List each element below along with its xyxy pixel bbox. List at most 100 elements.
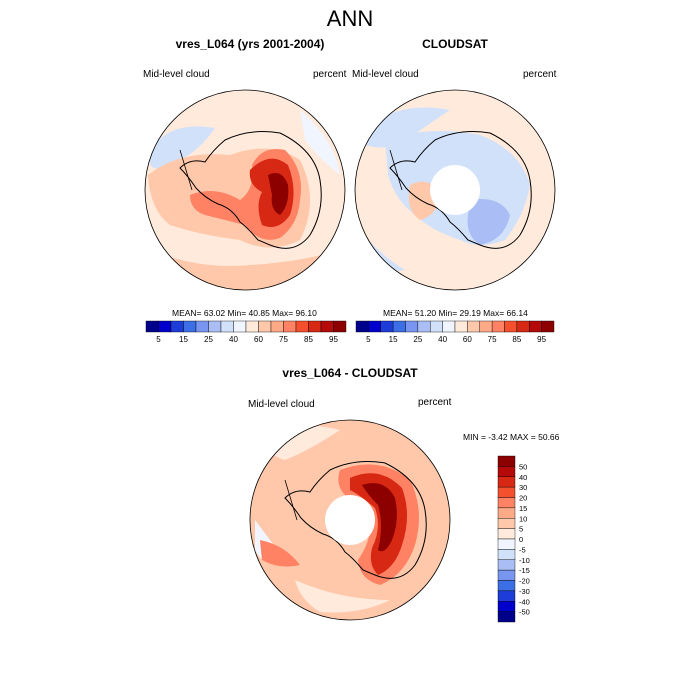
colorbar-swatch — [245, 320, 259, 333]
map1-low-cloud-region — [150, 126, 215, 169]
colorbar-tick-label: 40 — [229, 335, 238, 344]
panel3-stats: MIN = -3.42 MAX = 50.66 — [463, 432, 560, 442]
colorbar-swatch — [497, 528, 516, 540]
colorbar-swatch — [417, 320, 431, 333]
map2 — [354, 89, 556, 291]
colorbar-swatch — [541, 320, 555, 333]
colorbar-swatch — [497, 507, 516, 519]
map1-low-cloud-region — [300, 110, 340, 175]
map2-polar-data-gap — [430, 165, 480, 215]
colorbar-swatch — [405, 320, 419, 333]
colorbar-tick-label: 60 — [254, 335, 263, 344]
colorbar-tick-label: 75 — [488, 335, 497, 344]
colorbar-panel1: 5 15 25 40 60 75 85 95 — [145, 320, 347, 344]
colorbar-tick-label: 85 — [304, 335, 313, 344]
colorbar-tick-label: 5 — [156, 335, 161, 344]
map3-peak-difference-region — [362, 483, 397, 552]
colorbar-swatch — [220, 320, 234, 333]
colorbar-swatch — [442, 320, 456, 333]
colorbar-swatch — [497, 569, 516, 581]
colorbar-swatch — [497, 486, 516, 498]
colorbar-swatch — [497, 590, 516, 602]
colorbar-tick-label: 60 — [463, 335, 472, 344]
colorbar-tick-label: -40 — [519, 597, 530, 606]
map1-peak-cloud-region — [268, 172, 289, 215]
colorbar-tick-label: -10 — [519, 556, 530, 565]
colorbar-tick-label: 25 — [413, 335, 422, 344]
colorbar-swatch — [380, 320, 394, 333]
colorbar-swatch — [183, 320, 197, 333]
map3-boundary — [249, 419, 451, 621]
colorbar-swatch — [454, 320, 468, 333]
colorbar-tick-label: 0 — [519, 535, 523, 544]
colorbar-swatch — [516, 320, 530, 333]
colorbar-tick-label: 30 — [519, 483, 527, 492]
colorbar-tick-label: 85 — [512, 335, 521, 344]
map2-lower-cloud-region — [467, 199, 510, 245]
colorbar-tick-label: 15 — [519, 504, 527, 513]
colorbar-swatch — [479, 320, 493, 333]
panel1-title: vres_L064 (yrs 2001-2004) — [175, 37, 325, 51]
map1-peninsula-outline — [179, 149, 193, 191]
colorbar-swatch — [320, 320, 334, 333]
panel2-variable-label: Mid-level cloud — [352, 69, 419, 80]
colorbar-tick-label: 50 — [519, 462, 527, 471]
colorbar-swatch — [467, 320, 480, 333]
colorbar-swatch — [497, 559, 516, 571]
map3-small-difference-region — [295, 580, 390, 613]
panel2-stats: MEAN= 51.20 Min= 29.19 Max= 66.14 — [383, 308, 528, 318]
colorbar-swatch — [497, 466, 516, 477]
colorbar-swatch — [295, 320, 309, 333]
colorbar-swatch — [497, 580, 516, 592]
colorbar-tick-label: -50 — [519, 608, 530, 617]
colorbar-swatch — [258, 320, 272, 333]
colorbar-swatch — [283, 320, 297, 333]
colorbar-tick-label: 95 — [329, 335, 338, 344]
colorbar-tick-label: -15 — [519, 566, 530, 575]
colorbar-swatch — [368, 320, 381, 333]
map1 — [144, 89, 346, 291]
colorbar-tick-label: 20 — [519, 494, 527, 503]
panel2-units-label: percent — [523, 69, 557, 80]
colorbar-swatch — [195, 320, 209, 333]
colorbar-swatch — [170, 320, 184, 333]
map2-peninsula-outline — [389, 149, 403, 191]
colorbar-swatch — [308, 320, 322, 333]
map3-polar-data-gap — [325, 495, 375, 545]
colorbar-swatch — [504, 320, 518, 333]
colorbar-tick-label: -20 — [519, 577, 530, 586]
colorbar-swatch — [497, 518, 516, 529]
colorbar-tick-label: 15 — [179, 335, 188, 344]
panel2-title: CLOUDSAT — [422, 37, 488, 51]
colorbar-tick-label: 10 — [519, 514, 527, 523]
colorbar-swatch — [497, 549, 516, 560]
panel1-variable-label: Mid-level cloud — [143, 69, 210, 80]
colorbar-tick-label: 5 — [366, 335, 371, 344]
colorbar-tick-label: -30 — [519, 587, 530, 596]
colorbar-swatch — [158, 320, 172, 333]
colorbar-swatch — [333, 320, 347, 333]
panel3-title: vres_L064 - CLOUDSAT — [282, 366, 418, 380]
colorbar-swatch — [233, 320, 247, 333]
colorbar-tick-label: 40 — [438, 335, 447, 344]
colorbar-swatch — [145, 320, 159, 333]
map3-large-difference-region — [260, 540, 300, 567]
colorbar-swatch — [529, 320, 542, 333]
colorbar-swatch — [497, 476, 516, 488]
panel3-units-label: percent — [418, 397, 452, 408]
map2-boundary — [354, 89, 556, 291]
map1-boundary — [144, 89, 346, 291]
map3 — [249, 419, 451, 621]
colorbar-tick-label: 5 — [519, 525, 523, 534]
colorbar-swatch — [497, 611, 516, 623]
colorbar-swatch — [208, 320, 222, 333]
map3-antarctica-coastline — [284, 461, 427, 579]
map3-peninsula-outline — [284, 479, 298, 521]
colorbar-tick-label: 95 — [537, 335, 546, 344]
map2-antarctica-coastline — [389, 131, 532, 249]
colorbar-panel2: 5 15 25 40 60 75 85 95 — [355, 320, 555, 344]
colorbar-swatch — [430, 320, 443, 333]
colorbar-swatch — [497, 497, 516, 509]
